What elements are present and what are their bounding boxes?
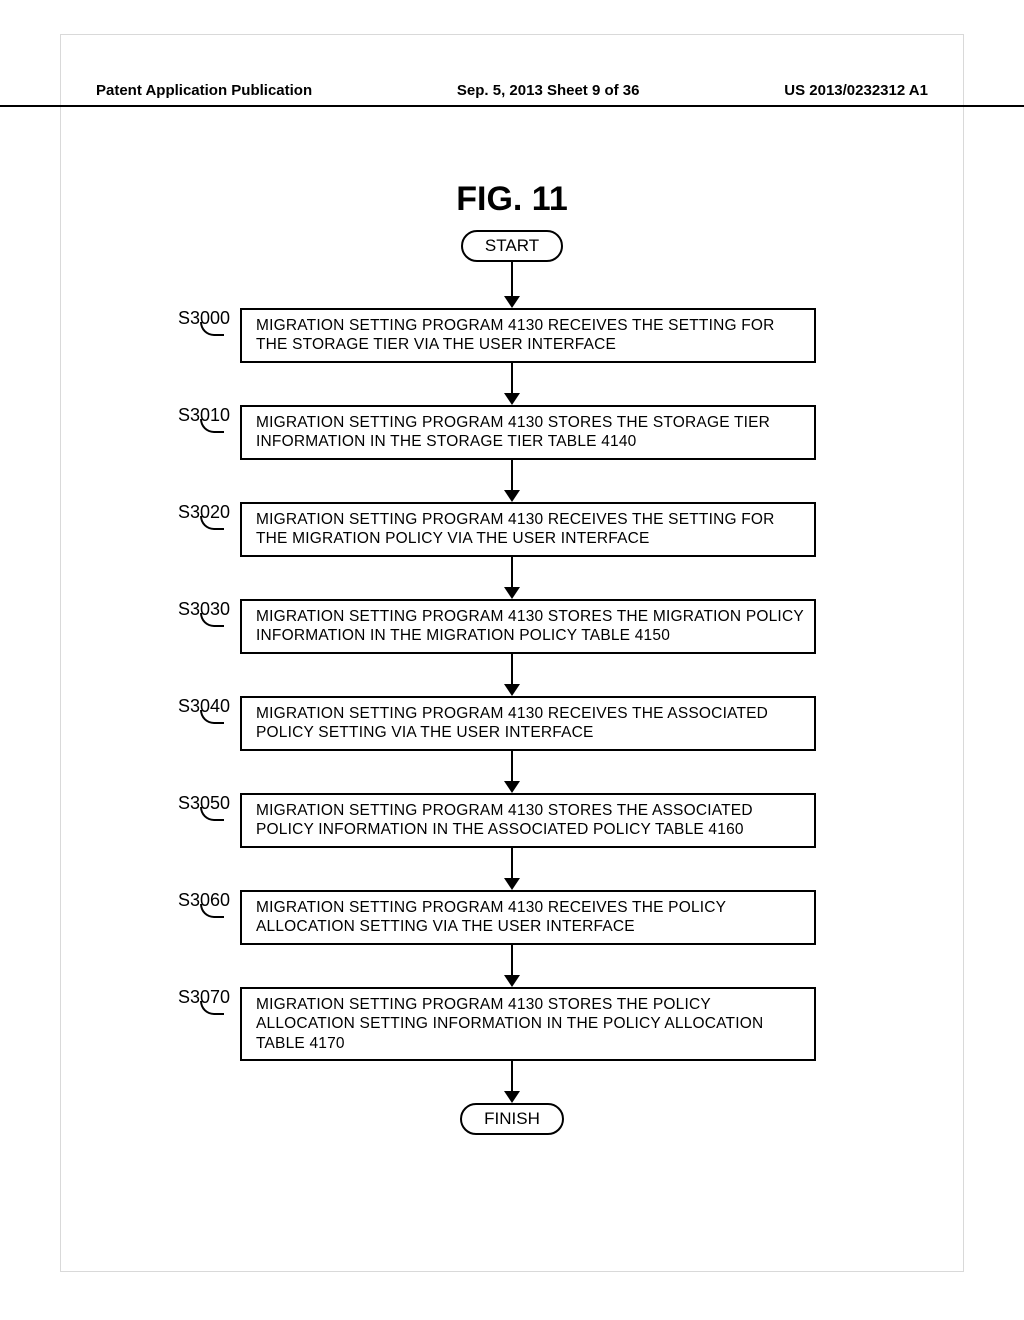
step-box: MIGRATION SETTING PROGRAM 4130 RECEIVES … xyxy=(240,308,816,363)
flow-step: S3010MIGRATION SETTING PROGRAM 4130 STOR… xyxy=(0,405,1024,460)
step-brace xyxy=(200,322,224,336)
flowchart: START S3000MIGRATION SETTING PROGRAM 4130… xyxy=(0,230,1024,1135)
flow-arrow xyxy=(0,945,1024,987)
flow-step: S3020MIGRATION SETTING PROGRAM 4130 RECE… xyxy=(0,502,1024,557)
step-brace xyxy=(200,516,224,530)
page: Patent Application Publication Sep. 5, 2… xyxy=(0,0,1024,1320)
finish-terminator-row: FINISH xyxy=(0,1103,1024,1135)
step-box: MIGRATION SETTING PROGRAM 4130 STORES TH… xyxy=(240,793,816,848)
step-box: MIGRATION SETTING PROGRAM 4130 STORES TH… xyxy=(240,599,816,654)
flow-arrow xyxy=(0,848,1024,890)
step-brace xyxy=(200,904,224,918)
step-box: MIGRATION SETTING PROGRAM 4130 RECEIVES … xyxy=(240,502,816,557)
flow-arrow xyxy=(0,1061,1024,1103)
finish-terminator: FINISH xyxy=(460,1103,564,1135)
flow-arrow xyxy=(0,654,1024,696)
step-box: MIGRATION SETTING PROGRAM 4130 RECEIVES … xyxy=(240,890,816,945)
step-brace xyxy=(200,419,224,433)
flow-arrow xyxy=(0,460,1024,502)
header-left: Patent Application Publication xyxy=(96,82,312,99)
header-right: US 2013/0232312 A1 xyxy=(784,82,928,99)
flow-step: S3040MIGRATION SETTING PROGRAM 4130 RECE… xyxy=(0,696,1024,751)
start-terminator: START xyxy=(461,230,563,262)
flow-step: S3060MIGRATION SETTING PROGRAM 4130 RECE… xyxy=(0,890,1024,945)
step-box: MIGRATION SETTING PROGRAM 4130 STORES TH… xyxy=(240,405,816,460)
step-box: MIGRATION SETTING PROGRAM 4130 STORES TH… xyxy=(240,987,816,1061)
flow-step: S3030MIGRATION SETTING PROGRAM 4130 STOR… xyxy=(0,599,1024,654)
step-brace xyxy=(200,1001,224,1015)
flow-step: S3050MIGRATION SETTING PROGRAM 4130 STOR… xyxy=(0,793,1024,848)
patent-header: Patent Application Publication Sep. 5, 2… xyxy=(0,82,1024,107)
step-brace xyxy=(200,807,224,821)
header-center: Sep. 5, 2013 Sheet 9 of 36 xyxy=(457,82,640,99)
flow-arrow xyxy=(0,363,1024,405)
flow-arrow xyxy=(0,557,1024,599)
step-box: MIGRATION SETTING PROGRAM 4130 RECEIVES … xyxy=(240,696,816,751)
start-terminator-row: START xyxy=(0,230,1024,262)
flow-step: S3000MIGRATION SETTING PROGRAM 4130 RECE… xyxy=(0,308,1024,363)
flow-arrow xyxy=(0,262,1024,308)
step-brace xyxy=(200,613,224,627)
flow-step: S3070MIGRATION SETTING PROGRAM 4130 STOR… xyxy=(0,987,1024,1061)
figure-title: FIG. 11 xyxy=(0,180,1024,219)
step-brace xyxy=(200,710,224,724)
flow-arrow xyxy=(0,751,1024,793)
